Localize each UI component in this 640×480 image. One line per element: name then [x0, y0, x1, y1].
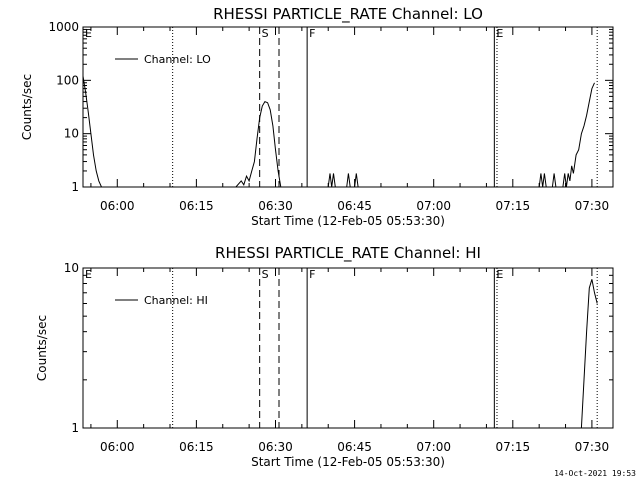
x-axis-label: Start Time (12-Feb-05 05:53:30) — [251, 455, 445, 469]
event-marker-label: E — [85, 268, 92, 281]
x-tick-label: 06:15 — [179, 440, 214, 454]
x-tick-label: 06:30 — [258, 440, 293, 454]
y-axis-label: Counts/sec — [35, 315, 49, 381]
y-tick-label: 10 — [64, 261, 79, 275]
y-tick-label: 100 — [56, 73, 79, 87]
event-marker-label: E — [496, 268, 503, 281]
x-tick-label: 07:15 — [496, 440, 531, 454]
chart-title: RHESSI PARTICLE_RATE Channel: LO — [213, 5, 483, 24]
plot-frame — [82, 26, 614, 188]
chart-panel-0: RHESSI PARTICLE_RATE Channel: LO Counts/s… — [20, 5, 614, 228]
generation-timestamp: 14-Oct-2021 19:53 — [554, 469, 636, 478]
x-axis-label: Start Time (12-Feb-05 05:53:30) — [251, 214, 445, 228]
x-tick-label: 06:00 — [100, 440, 135, 454]
plot-frame — [82, 267, 614, 429]
x-tick-label: 06:00 — [100, 199, 135, 213]
legend-label: Channel: LO — [144, 53, 211, 66]
event-marker-label: F — [309, 268, 315, 281]
x-tick-label: 07:15 — [496, 199, 531, 213]
x-tick-label: 07:30 — [575, 199, 610, 213]
x-tick-label: 07:00 — [416, 199, 451, 213]
series-line-0 — [82, 76, 595, 188]
chart-panel-1: RHESSI PARTICLE_RATE Channel: HI Counts/s… — [35, 244, 614, 469]
y-tick-label: 10 — [64, 127, 79, 141]
event-marker-label: S — [262, 27, 269, 40]
y-axis-label: Counts/sec — [20, 74, 34, 140]
y-tick-label: 1 — [71, 180, 79, 194]
y-tick-label: 1 — [71, 421, 79, 435]
event-marker-label: E — [85, 27, 92, 40]
event-marker-label: S — [262, 268, 269, 281]
x-tick-label: 06:45 — [337, 199, 372, 213]
x-tick-label: 06:30 — [258, 199, 293, 213]
event-marker-label: F — [309, 27, 315, 40]
y-tick-label: 1000 — [48, 20, 79, 34]
x-tick-label: 06:45 — [337, 440, 372, 454]
chart-title: RHESSI PARTICLE_RATE Channel: HI — [215, 244, 481, 263]
event-marker-label: E — [496, 27, 503, 40]
x-tick-label: 07:30 — [575, 440, 610, 454]
x-tick-label: 06:15 — [179, 199, 214, 213]
legend-label: Channel: HI — [144, 294, 208, 307]
x-tick-label: 07:00 — [416, 440, 451, 454]
series-line-0 — [580, 279, 598, 429]
